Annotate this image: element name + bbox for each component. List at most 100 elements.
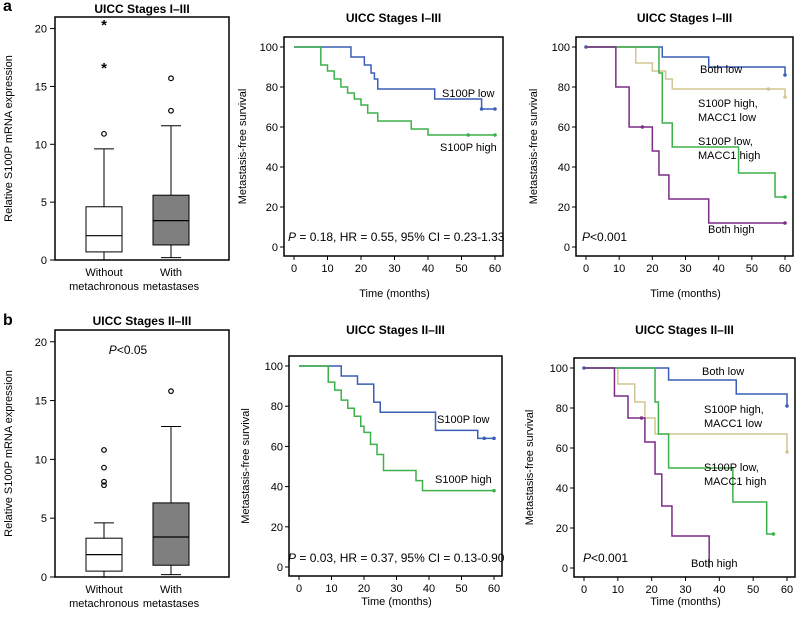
- series-label-both-low: Both low: [702, 366, 744, 378]
- censor-mark: [783, 195, 787, 199]
- stats-annotation-rest: <0.001: [591, 551, 628, 565]
- series-label-both-high: Both high: [691, 558, 737, 570]
- box-iqr: [152, 502, 190, 566]
- chart-title: UICC Stages I–III: [637, 11, 732, 25]
- plot-frame: [54, 16, 230, 261]
- censor-mark: [482, 436, 487, 441]
- y-tick-label: 100: [260, 42, 278, 54]
- censor-mark: [785, 450, 789, 454]
- plot-frame: [283, 36, 504, 257]
- x-tick-label: 0: [583, 263, 589, 275]
- y-tick-label: 100: [265, 361, 283, 373]
- group-label: Without: [85, 584, 122, 596]
- group-label: metastases: [143, 598, 200, 610]
- x-tick-label: 60: [489, 263, 501, 275]
- y-tick-label: 0: [564, 242, 570, 254]
- stats-annotation: P = 0.03, HR = 0.37, 95% CI = 0.13-0.90: [288, 551, 505, 565]
- censor-mark: [785, 404, 789, 408]
- plot-frame: [288, 355, 503, 577]
- x-tick-label: 50: [746, 263, 758, 275]
- x-axis-label: Time (months): [650, 596, 721, 608]
- p-value-annotation-p: P: [109, 343, 117, 357]
- censor-mark: [493, 133, 497, 137]
- group-label: With: [160, 584, 182, 596]
- outlier-star: *: [101, 60, 107, 77]
- outlier-circle: [101, 464, 107, 471]
- series-line-s100p-high: [294, 46, 495, 136]
- y-tick-label: 0: [41, 255, 47, 267]
- censor-mark: [783, 95, 787, 99]
- censor-mark: [783, 221, 787, 225]
- y-tick-label: 80: [558, 82, 570, 94]
- box-iqr: [85, 206, 123, 253]
- series-label-s100p-high-macc1-low: S100P high,: [698, 98, 758, 110]
- y-axis-label: Relative S100P mRNA expression: [3, 370, 15, 537]
- y-tick-label: 60: [556, 443, 568, 455]
- outlier-circle: [101, 478, 107, 485]
- x-tick-label: 10: [612, 584, 624, 596]
- x-tick-label: 20: [646, 584, 658, 596]
- group-label: metachronous: [69, 281, 139, 293]
- outlier-circle: [168, 388, 174, 395]
- series-line-both-high: [584, 367, 710, 568]
- x-tick-label: 20: [358, 583, 370, 595]
- series-label-s100p-low-macc1-high: MACC1 high: [704, 476, 766, 488]
- y-axis-label: Metastasis-free survival: [237, 89, 249, 205]
- x-tick-label: 40: [713, 263, 725, 275]
- y-tick-label: 20: [558, 202, 570, 214]
- chart-title: UICC Stages I–III: [94, 2, 189, 16]
- series-label-s100p-high-macc1-low: MACC1 low: [704, 418, 762, 430]
- y-tick-label: 80: [266, 82, 278, 94]
- x-tick-label: 60: [488, 583, 500, 595]
- series-line-s100p-low: [294, 46, 495, 110]
- group-label: Without: [85, 267, 122, 279]
- x-tick-label: 30: [390, 583, 402, 595]
- y-tick-label: 20: [271, 522, 283, 534]
- y-tick-label: 20: [35, 337, 47, 349]
- x-axis-label: Time (months): [361, 596, 432, 608]
- x-tick-label: 0: [296, 583, 302, 595]
- x-tick-label: 0: [581, 584, 587, 596]
- series-label-s100p-high: S100P high: [435, 474, 492, 486]
- y-tick-label: 20: [266, 202, 278, 214]
- x-tick-label: 10: [613, 263, 625, 275]
- chart-title: UICC Stages II–III: [635, 323, 734, 337]
- outlier-circle: [168, 75, 174, 82]
- y-tick-label: 0: [562, 563, 568, 575]
- stats-annotation-p: P: [288, 230, 296, 244]
- x-tick-label: 50: [455, 583, 467, 595]
- survival-curve-b-combined: UICC Stages II–III Metastasis-free surviv…: [524, 323, 796, 608]
- x-tick-label: 10: [325, 583, 337, 595]
- p-value-annotation: P<0.05: [109, 343, 148, 357]
- x-tick-label: 0: [291, 263, 297, 275]
- x-tick-label: 50: [747, 584, 759, 596]
- outlier-circle: [101, 130, 107, 137]
- y-axis-label: Relative S100P mRNA expression: [3, 55, 15, 222]
- y-tick-label: 100: [552, 42, 570, 54]
- censor-mark: [783, 73, 787, 77]
- x-axis-label: Time (months): [650, 288, 721, 300]
- censor-mark: [640, 125, 645, 129]
- y-tick-label: 100: [550, 363, 568, 375]
- series-line-s100p-high: [299, 365, 494, 492]
- stats-annotation-rest: <0.001: [590, 230, 627, 244]
- box-plot-b: UICC Stages II–III Relative S100P mRNA ex…: [3, 314, 230, 610]
- y-axis-label: Metastasis-free survival: [240, 408, 252, 524]
- series-label-s100p-high: S100P high: [440, 142, 497, 154]
- series-label-s100p-low: S100P low: [437, 414, 489, 426]
- group-label: metastases: [143, 281, 200, 293]
- y-tick-label: 40: [271, 482, 283, 494]
- y-tick-label: 5: [41, 197, 47, 209]
- survival-curve-a-combined: UICC Stages I–III Metastasis-free surviva…: [528, 11, 794, 300]
- y-tick-label: 40: [558, 162, 570, 174]
- series-label-both-high: Both high: [708, 224, 754, 236]
- x-axis-label: Time (months): [359, 288, 430, 300]
- y-tick-label: 80: [271, 401, 283, 413]
- series-label-s100p-low-macc1-high: S100P low,: [704, 462, 759, 474]
- stats-annotation: P<0.001: [583, 551, 628, 565]
- y-axis-label: Metastasis-free survival: [524, 410, 536, 526]
- series-label-s100p-high-macc1-low: MACC1 low: [698, 112, 756, 124]
- y-tick-label: 80: [556, 403, 568, 415]
- x-tick-label: 20: [646, 263, 658, 275]
- y-tick-label: 20: [556, 523, 568, 535]
